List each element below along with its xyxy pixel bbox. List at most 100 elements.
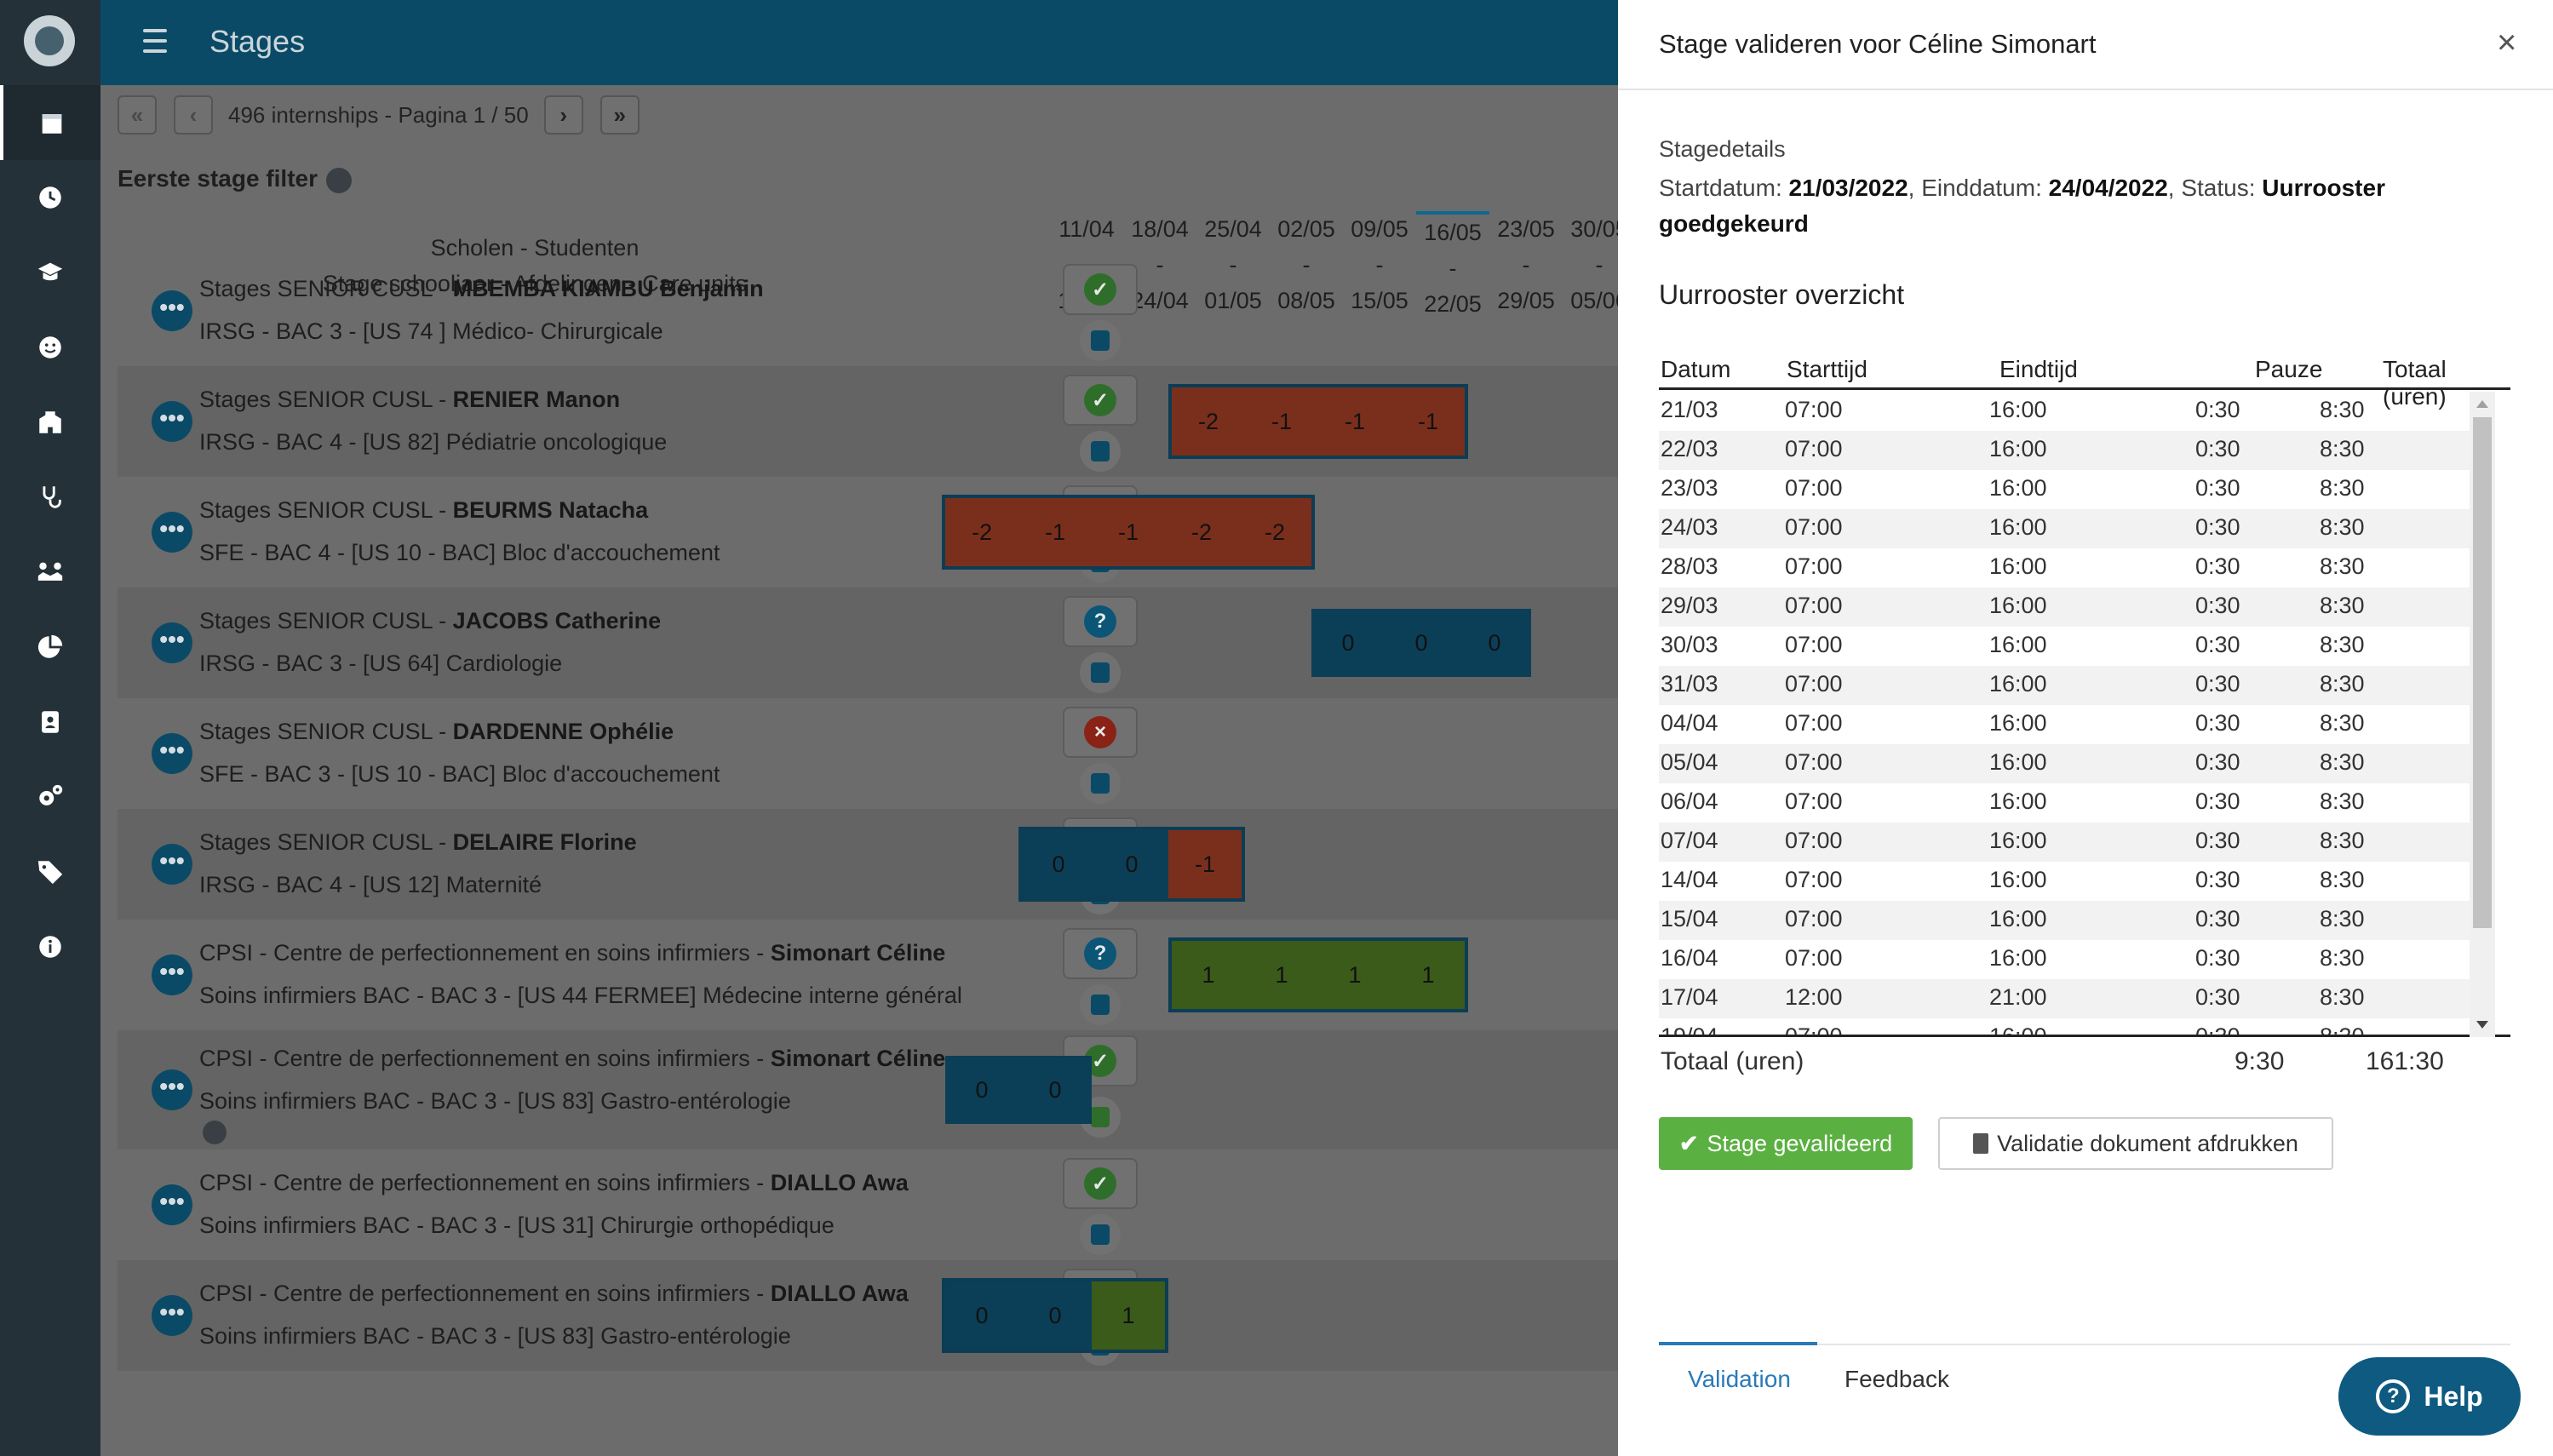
week-separator: -	[1595, 252, 1604, 278]
first-internship-filter[interactable]: Eerste stage filter	[118, 165, 352, 193]
print-validation-button[interactable]: Validatie dokument afdrukken	[1938, 1117, 2333, 1170]
close-icon[interactable]: ×	[2497, 24, 2517, 61]
cogs-icon[interactable]	[0, 760, 100, 834]
pie-chart-icon[interactable]	[0, 610, 100, 685]
row-school-student: Stages SENIOR CUSL - JACOBS Catherine	[199, 608, 661, 634]
week-start: 09/05	[1351, 216, 1408, 242]
status-ok-icon: ✓	[1084, 384, 1116, 416]
status-indicator[interactable]: ✓	[1063, 264, 1138, 315]
cell-end: 21:00	[1989, 984, 2047, 1010]
timeline-segment: -1	[1168, 830, 1242, 898]
calendar-check-icon[interactable]	[1080, 431, 1121, 472]
users-icon[interactable]	[0, 535, 100, 610]
row-student-name: DIALLO Awa	[770, 1170, 909, 1195]
tab-feedback[interactable]: Feedback	[1844, 1366, 1949, 1392]
calendar-check-icon[interactable]	[1080, 652, 1121, 693]
more-options-icon[interactable]: •••	[152, 622, 192, 663]
help-button[interactable]: ? Help	[2338, 1357, 2521, 1436]
scroll-thumb[interactable]	[2473, 417, 2492, 928]
status-q-icon: ?	[1084, 605, 1116, 638]
graduation-cap-icon[interactable]	[0, 235, 100, 310]
timeline-bar[interactable]: 0 0 -1	[1018, 827, 1245, 902]
table-row[interactable]: ••• CPSI - Centre de perfectionnement en …	[118, 1260, 1618, 1371]
info-icon[interactable]	[0, 909, 100, 984]
status-indicator[interactable]: ✓	[1063, 1158, 1138, 1209]
week-end: 24/04	[1131, 288, 1189, 313]
cell-end: 16:00	[1989, 593, 2047, 618]
tags-icon[interactable]	[0, 834, 100, 909]
cell-date: 17/04	[1661, 984, 1718, 1010]
more-options-icon[interactable]: •••	[152, 1295, 192, 1336]
page-title: Stages	[209, 24, 306, 59]
smiley-icon[interactable]	[0, 310, 100, 385]
cell-pause: 0:30	[2195, 671, 2240, 696]
status-indicator[interactable]: ✓	[1063, 375, 1138, 426]
last-page-button[interactable]: »	[600, 95, 640, 135]
cell-total: 8:30	[2320, 1023, 2365, 1037]
cell-date: 04/04	[1661, 710, 1718, 736]
more-options-icon[interactable]: •••	[152, 512, 192, 553]
cell-pause: 0:30	[2195, 828, 2240, 853]
cell-total: 8:30	[2320, 632, 2365, 657]
table-row[interactable]: ••• Stages SENIOR CUSL - BEURMS Natacha SF…	[118, 477, 1618, 588]
more-options-icon[interactable]: •••	[152, 844, 192, 885]
week-end: 05/06	[1570, 288, 1618, 313]
first-page-button[interactable]: «	[118, 95, 157, 135]
calendar-icon[interactable]	[0, 85, 100, 160]
status-label: , Status:	[2167, 175, 2263, 201]
status-indicator[interactable]: ×	[1063, 707, 1138, 758]
timeline-segment: 1	[1391, 941, 1465, 1009]
schedule-scrollbar[interactable]	[2470, 392, 2495, 1037]
more-options-icon[interactable]: •••	[152, 954, 192, 995]
tab-validation[interactable]: Validation	[1688, 1366, 1791, 1392]
calendar-check-icon[interactable]	[1080, 763, 1121, 804]
row-department: Soins infirmiers BAC - BAC 3 - [US 44 FE…	[199, 983, 962, 1008]
hospital-icon[interactable]	[0, 385, 100, 460]
calendar-check-icon[interactable]	[1080, 984, 1121, 1025]
more-options-icon[interactable]: •••	[152, 1184, 192, 1225]
scroll-down-arrow-icon[interactable]	[2476, 1021, 2488, 1029]
cell-total: 8:30	[2320, 945, 2365, 971]
more-options-icon[interactable]: •••	[152, 733, 192, 774]
row-school-student: CPSI - Centre de perfectionnement en soi…	[199, 1170, 909, 1196]
row-student-name: Simonart Céline	[770, 940, 946, 966]
table-row[interactable]: ••• Stages SENIOR CUSL - DARDENNE Ophélie…	[118, 698, 1618, 809]
week-end: 01/05	[1204, 288, 1262, 313]
table-row[interactable]: ••• Stages SENIOR CUSL - DELAIRE Florine I…	[118, 809, 1618, 920]
cell-end: 16:00	[1989, 671, 2047, 696]
app-logo[interactable]	[24, 15, 75, 66]
table-row[interactable]: ••• Stages SENIOR CUSL - JACOBS Catherine…	[118, 588, 1618, 698]
hamburger-menu-icon[interactable]	[143, 29, 167, 56]
schedule-overview-title: Uurrooster overzicht	[1659, 279, 1905, 310]
timeline-segment: -1	[1092, 498, 1165, 566]
timeline-bar[interactable]: -2 -1 -1 -2 -2	[942, 495, 1315, 570]
calendar-check-icon[interactable]	[1080, 1214, 1121, 1255]
status-indicator[interactable]: ?	[1063, 596, 1138, 647]
status-indicator[interactable]: ?	[1063, 928, 1138, 979]
table-row[interactable]: ••• CPSI - Centre de perfectionnement en …	[118, 920, 1618, 1030]
stethoscope-icon[interactable]	[0, 460, 100, 535]
table-row[interactable]: ••• Stages SENIOR CUSL - RENIER Manon IRSG…	[118, 366, 1618, 477]
timeline-bar[interactable]: -2 -1 -1 -1	[1168, 384, 1468, 459]
next-page-button[interactable]: ›	[543, 95, 583, 135]
total-hours: 161:30	[2366, 1047, 2444, 1075]
table-row[interactable]: ••• Stages SENIOR CUSL - MBEMBA KIAMBU Be…	[118, 255, 1618, 366]
address-book-icon[interactable]	[0, 685, 100, 760]
clock-icon[interactable]	[0, 160, 100, 235]
week-separator: -	[1449, 255, 1457, 281]
stage-validated-button[interactable]: ✔ Stage gevalideerd	[1659, 1117, 1913, 1170]
table-row[interactable]: ••• CPSI - Centre de perfectionnement en …	[118, 1149, 1618, 1260]
more-options-icon[interactable]: •••	[152, 401, 192, 442]
more-options-icon[interactable]: •••	[152, 1069, 192, 1110]
more-options-icon[interactable]: •••	[152, 290, 192, 331]
schedule-table-body[interactable]: 21/03 07:00 16:00 0:30 8:30 22/03 07:00 16:00 0:…	[1659, 392, 2510, 1037]
schedule-row: 28/03 07:00 16:00 0:30 8:30	[1659, 548, 2481, 588]
table-row[interactable]: ••• CPSI - Centre de perfectionnement en …	[118, 1030, 1618, 1149]
scroll-up-arrow-icon[interactable]	[2476, 400, 2488, 408]
previous-page-button[interactable]: ‹	[174, 95, 213, 135]
calendar-check-icon[interactable]	[1080, 320, 1121, 361]
